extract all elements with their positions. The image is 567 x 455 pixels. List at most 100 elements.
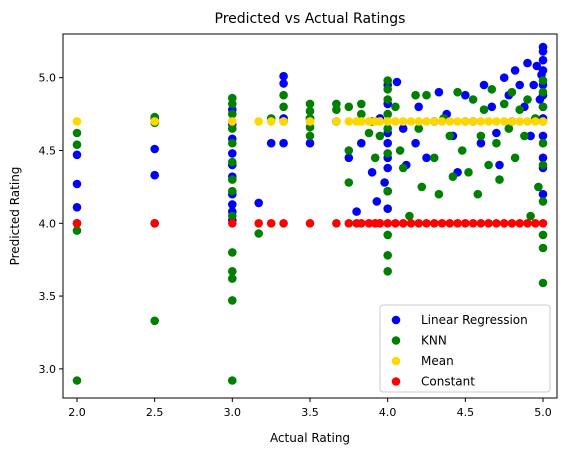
data-point [228, 211, 237, 221]
data-point [383, 138, 393, 148]
data-point [332, 219, 341, 228]
data-point [383, 76, 393, 85]
legend-entry: Constant [391, 375, 475, 389]
data-point [538, 76, 548, 85]
data-point [72, 128, 82, 138]
data-point [538, 189, 548, 199]
data-point [492, 219, 501, 228]
data-point [344, 178, 354, 187]
data-point [411, 138, 420, 148]
data-point [150, 170, 159, 180]
series-mean [72, 117, 548, 126]
data-point [476, 138, 486, 148]
legend-marker [391, 377, 401, 386]
data-point [484, 117, 493, 126]
data-point [492, 128, 501, 138]
data-point [538, 160, 548, 170]
data-point [279, 117, 288, 126]
data-point [352, 207, 361, 216]
data-point [72, 150, 82, 160]
data-point [405, 211, 414, 221]
data-point [391, 117, 400, 126]
data-point [538, 278, 548, 288]
data-point [406, 117, 416, 126]
data-point [357, 109, 366, 119]
data-point [526, 131, 535, 141]
data-point [254, 117, 263, 126]
data-point [364, 128, 374, 138]
data-point [507, 117, 517, 126]
data-point [495, 175, 504, 184]
data-point [523, 58, 532, 68]
data-point [453, 87, 462, 97]
data-point [344, 153, 354, 163]
data-point [254, 229, 263, 238]
data-point [383, 186, 393, 196]
data-point [538, 87, 548, 97]
data-point [72, 219, 82, 228]
x-tick-label: 4.5 [457, 406, 475, 419]
data-point [279, 219, 288, 228]
data-point [279, 71, 288, 81]
data-point [526, 211, 535, 221]
x-tick-label: 5.0 [534, 406, 552, 419]
data-point [228, 200, 237, 209]
data-point [150, 219, 159, 228]
data-point [344, 146, 354, 155]
data-point [476, 219, 486, 228]
data-point [228, 274, 237, 283]
plot-area [72, 42, 548, 385]
data-point [437, 219, 447, 228]
data-point [228, 157, 237, 167]
data-point [228, 124, 237, 133]
data-point [254, 198, 263, 208]
y-tick-label: 4.5 [39, 144, 57, 157]
data-point [414, 117, 424, 126]
legend-label: Constant [421, 375, 475, 389]
data-point [523, 219, 532, 228]
data-point [398, 219, 408, 228]
data-point [398, 124, 408, 133]
data-point [448, 172, 458, 181]
data-point [479, 80, 489, 90]
data-point [510, 153, 520, 163]
data-point [437, 117, 447, 126]
chart-title: Predicted vs Actual Ratings [215, 11, 406, 27]
data-point [332, 105, 341, 114]
data-point [279, 90, 288, 100]
data-point [499, 219, 509, 228]
data-point [228, 99, 237, 109]
data-point [383, 251, 393, 260]
data-point [383, 95, 393, 104]
data-point [515, 219, 524, 228]
data-point [473, 189, 483, 199]
data-point [375, 117, 385, 126]
x-tick-label: 3.0 [224, 406, 242, 419]
data-point [445, 219, 455, 228]
data-point [422, 219, 431, 228]
data-point [150, 117, 159, 126]
x-tick-label: 4.0 [379, 406, 397, 419]
data-point [383, 117, 393, 126]
data-point [383, 267, 393, 276]
legend-entry: Linear Regression [391, 313, 528, 327]
data-point [476, 117, 486, 126]
data-point [499, 117, 509, 126]
data-point [531, 117, 540, 126]
data-point [414, 124, 424, 133]
data-point [515, 105, 524, 114]
data-point [398, 117, 408, 126]
data-point [228, 248, 237, 257]
data-point [370, 153, 380, 163]
x-tick-label: 2.5 [146, 406, 164, 419]
data-point [357, 138, 366, 148]
data-point [406, 219, 416, 228]
data-point [422, 90, 431, 100]
data-point [430, 153, 439, 163]
data-point [538, 153, 548, 163]
data-point [72, 117, 82, 126]
data-point [461, 90, 470, 100]
data-point [457, 146, 467, 155]
data-point [538, 131, 548, 141]
